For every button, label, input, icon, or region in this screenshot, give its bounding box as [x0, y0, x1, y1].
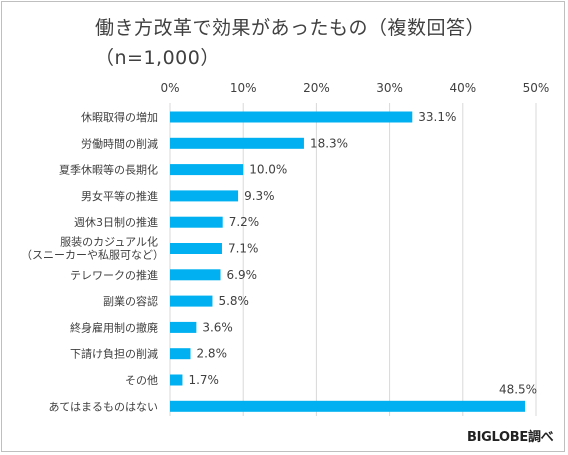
category-label-0: 休暇取得の増加: [81, 111, 158, 124]
category-label-8: 終身雇用制の撤廃: [70, 320, 158, 334]
category-label-3: 男女平等の推進: [81, 189, 158, 203]
x-tick-label-0: 0%: [160, 81, 179, 95]
value-label-7: 5.8%: [218, 294, 249, 308]
value-label-4: 7.2%: [229, 215, 259, 229]
category-label-5-line2: （スニーカーや私服可など）: [21, 249, 164, 262]
value-label-10: 1.7%: [188, 373, 219, 387]
bar-6: [170, 269, 221, 281]
x-tick-label-50: 50%: [523, 81, 550, 95]
bar-5: [170, 243, 222, 254]
category-label-7: 副業の容認: [103, 294, 158, 308]
value-label-11: 48.5%: [499, 382, 537, 396]
value-label-0: 33.1%: [418, 110, 456, 124]
value-labels: 33.1% 18.3% 10.0% 9.3% 7.2% 7.1% 6.9% 5.8% 3.6% 2…: [188, 110, 537, 396]
category-label-10: その他: [125, 374, 158, 387]
value-label-6: 6.9%: [227, 268, 258, 282]
bar-2: [170, 164, 244, 176]
category-label-5-line1: 服装のカジュアル化: [60, 235, 158, 249]
value-label-1: 18.3%: [310, 136, 348, 150]
bars: [170, 111, 526, 412]
category-label-6: テレワークの推進: [70, 268, 158, 282]
bar-7: [170, 295, 213, 307]
bar-10: [170, 374, 183, 386]
category-label-11: あてはまるものはない: [48, 400, 158, 413]
gridlines: [169, 103, 537, 416]
x-tick-label-10: 10%: [230, 81, 257, 95]
category-label-9: 下請け負担の削減: [70, 347, 158, 361]
bar-3: [170, 190, 239, 202]
bar-4: [170, 216, 223, 228]
value-label-8: 3.6%: [202, 320, 233, 334]
x-tick-label-40: 40%: [449, 81, 476, 95]
chart-title: 働き方改革で効果があったもの（複数回答）: [95, 17, 486, 39]
bar-8: [170, 321, 197, 333]
category-labels: 休暇取得の増加労働時間の削減夏季休暇等の長期化男女平等の推進週休3日制の推進服装…: [21, 111, 164, 413]
bar-1: [170, 137, 304, 149]
value-label-9: 2.8%: [196, 347, 227, 361]
source-label: BIGLOBE調べ: [467, 430, 554, 445]
value-label-5: 7.1%: [228, 242, 258, 256]
value-label-3: 9.3%: [244, 189, 274, 203]
category-label-1: 労働時間の削減: [81, 136, 158, 150]
x-tick-label-30: 30%: [376, 81, 403, 95]
bar-9: [170, 348, 191, 360]
value-label-2: 10.0%: [249, 163, 287, 177]
category-label-2: 夏季休暇等の長期化: [59, 163, 158, 177]
x-axis-ticks: 0% 10% 20% 30% 40% 50%: [160, 81, 549, 95]
chart-subtitle: （n=1,000）: [95, 47, 220, 69]
x-tick-label-20: 20%: [303, 81, 330, 95]
bar-11: [170, 400, 526, 412]
category-label-4: 週休3日制の推進: [74, 215, 158, 229]
bar-0: [170, 111, 413, 123]
